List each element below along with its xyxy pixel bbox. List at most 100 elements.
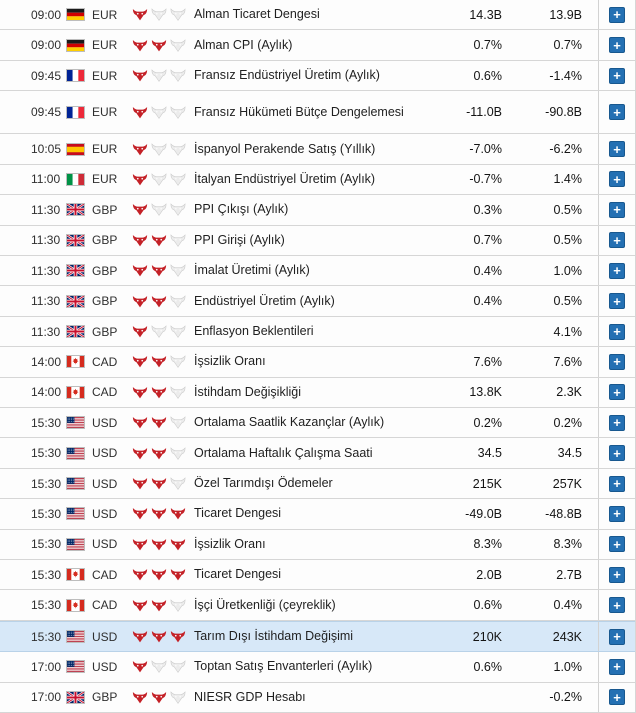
calendar-row[interactable]: 09:45 EUR Fransız Hükümeti Bütçe Dengelem…	[0, 91, 635, 135]
event-name[interactable]: İmalat Üretimi (Aylık)	[194, 263, 310, 278]
flag-france-icon	[66, 69, 92, 83]
calendar-row[interactable]: 17:00 GBP NIESR GDP Hesabı -0.2% +	[0, 682, 635, 713]
event-name[interactable]: Alman Ticaret Dengesi	[194, 7, 320, 22]
event-name[interactable]: İspanyol Perakende Satış (Yıllık)	[194, 141, 376, 156]
calendar-row[interactable]: 11:30 GBP İmalat Üretimi (Aylık) 0.4% 1.0% +	[0, 255, 635, 287]
add-event-button[interactable]: +	[609, 293, 625, 310]
add-event-button[interactable]: +	[609, 445, 625, 462]
calendar-row[interactable]: 15:30 USD Özel Tarımdışı Ödemeler 215K 257K…	[0, 468, 635, 500]
bull-active-icon	[151, 416, 167, 429]
currency-code: EUR	[92, 7, 118, 22]
actual-value: 34.5	[477, 446, 502, 461]
importance-bulls	[132, 598, 194, 612]
event-name[interactable]: Fransız Endüstriyel Üretim (Aylık)	[194, 68, 380, 83]
bull-inactive-icon	[151, 325, 167, 338]
add-event-button[interactable]: +	[609, 566, 625, 583]
event-name[interactable]: NIESR GDP Hesabı	[194, 689, 306, 704]
add-event-button[interactable]: +	[609, 201, 625, 218]
calendar-row[interactable]: 09:45 EUR Fransız Endüstriyel Üretim (Ayl…	[0, 60, 635, 92]
currency-code: EUR	[92, 142, 118, 157]
calendar-row[interactable]: 15:30 USD Ortalama Haftalık Çalışma Saati…	[0, 438, 635, 469]
previous-value: 243K	[552, 629, 582, 644]
event-name[interactable]: Alman CPI (Aylık)	[194, 37, 293, 52]
add-event-button[interactable]: +	[609, 232, 625, 249]
add-event-button[interactable]: +	[609, 536, 625, 553]
add-event-button[interactable]: +	[609, 353, 625, 370]
add-event-button[interactable]: +	[609, 505, 625, 522]
add-event-button[interactable]: +	[609, 475, 625, 492]
calendar-row[interactable]: 10:05 EUR İspanyol Perakende Satış (Yıllı…	[0, 134, 635, 165]
event-name[interactable]: Fransız Hükümeti Bütçe Dengelemesi	[194, 104, 404, 119]
bull-active-icon	[170, 568, 186, 581]
calendar-row[interactable]: 14:00 CAD İstihdam Değişikliği 13.8K 2.3K +	[0, 377, 635, 409]
actual-value: 0.6%	[473, 659, 503, 674]
calendar-row[interactable]: 17:00 USD Toptan Satış Envanterleri (Aylı…	[0, 652, 635, 683]
calendar-row[interactable]: 09:00 EUR Alman CPI (Aylık) 0.7% 0.7% +	[0, 30, 635, 61]
add-event-button[interactable]: +	[609, 104, 625, 121]
actual-value: 0.6%	[473, 68, 503, 83]
plus-cell: +	[598, 408, 635, 438]
add-event-button[interactable]: +	[609, 141, 625, 158]
calendar-row[interactable]: 09:00 EUR Alman Ticaret Dengesi 14.3B 13.9B…	[0, 0, 635, 31]
event-name[interactable]: Ticaret Dengesi	[194, 567, 282, 582]
calendar-row[interactable]: 11:30 GBP Enflasyon Beklentileri 4.1% +	[0, 316, 635, 348]
event-name[interactable]: PPI Girişi (Aylık)	[194, 232, 285, 247]
event-name[interactable]: Ortalama Haftalık Çalışma Saati	[194, 445, 373, 460]
calendar-row[interactable]: 15:30 USD Ortalama Saatlik Kazançlar (Ayl…	[0, 408, 635, 439]
event-time: 14:00	[31, 385, 62, 400]
calendar-row[interactable]: 15:30 USD Ticaret Dengesi -49.0B -48.8B +	[0, 499, 635, 530]
add-event-button[interactable]: +	[609, 6, 625, 23]
event-time: 15:30	[31, 567, 62, 582]
add-event-button[interactable]: +	[609, 262, 625, 279]
calendar-row[interactable]: 15:30 USD Tarım Dışı İstihdam Değişimi 210…	[0, 620, 635, 653]
event-time: 15:30	[31, 629, 62, 644]
event-name[interactable]: İşsizlik Oranı	[194, 354, 266, 369]
previous-value: 13.9B	[549, 7, 582, 22]
event-name[interactable]: Ticaret Dengesi	[194, 506, 282, 521]
calendar-row[interactable]: 15:30 USD İşsizlik Oranı 8.3% 8.3% +	[0, 529, 635, 561]
calendar-row[interactable]: 15:30 CAD İşçi Üretkenliği (çeyreklik) 0.6…	[0, 590, 635, 621]
event-name[interactable]: Özel Tarımdışı Ödemeler	[194, 476, 333, 491]
add-event-button[interactable]: +	[609, 37, 625, 54]
add-event-button[interactable]: +	[609, 171, 625, 188]
add-event-button[interactable]: +	[609, 67, 625, 84]
calendar-row[interactable]: 11:30 GBP Endüstriyel Üretim (Aylık) 0.4% 0…	[0, 286, 635, 317]
plus-cell: +	[598, 377, 635, 408]
event-name[interactable]: Ortalama Saatlik Kazançlar (Aylık)	[194, 415, 385, 430]
event-name[interactable]: İşçi Üretkenliği (çeyreklik)	[194, 597, 336, 612]
bull-active-icon	[132, 691, 148, 704]
currency-code: EUR	[92, 68, 118, 83]
event-name[interactable]: PPI Çıkışı (Aylık)	[194, 202, 289, 217]
event-name[interactable]: Tarım Dışı İstihdam Değişimi	[194, 629, 354, 644]
bull-active-icon	[132, 660, 148, 673]
bull-active-icon	[151, 630, 167, 643]
event-name[interactable]: Enflasyon Beklentileri	[194, 324, 314, 338]
flag-united-states-icon	[66, 660, 92, 674]
add-event-button[interactable]: +	[609, 628, 625, 645]
event-name[interactable]: Endüstriyel Üretim (Aylık)	[194, 293, 335, 308]
plus-cell: +	[598, 60, 635, 91]
bull-inactive-icon	[170, 325, 186, 338]
add-event-button[interactable]: +	[609, 689, 625, 706]
calendar-row[interactable]: 11:30 GBP PPI Girişi (Aylık) 0.7% 0.5% +	[0, 225, 635, 256]
calendar-row[interactable]: 14:00 CAD İşsizlik Oranı 7.6% 7.6% +	[0, 347, 635, 378]
add-event-button[interactable]: +	[609, 597, 625, 614]
calendar-row[interactable]: 11:00 EUR İtalyan Endüstriyel Üretim (Ayl…	[0, 164, 635, 196]
event-name[interactable]: Toptan Satış Envanterleri (Aylık)	[194, 659, 373, 674]
event-name[interactable]: İstihdam Değişikliği	[194, 384, 301, 399]
calendar-row[interactable]: 11:30 GBP PPI Çıkışı (Aylık) 0.3% 0.5% +	[0, 195, 635, 226]
bull-inactive-icon	[170, 234, 186, 247]
add-event-button[interactable]: +	[609, 323, 625, 340]
add-event-button[interactable]: +	[609, 414, 625, 431]
bull-inactive-icon	[170, 355, 186, 369]
calendar-row[interactable]: 15:30 CAD Ticaret Dengesi 2.0B 2.7B +	[0, 560, 635, 591]
add-event-button[interactable]: +	[609, 658, 625, 675]
plus-cell: +	[598, 499, 635, 529]
bull-inactive-icon	[170, 660, 186, 674]
flag-canada-icon	[66, 568, 92, 582]
event-name[interactable]: İşsizlik Oranı	[194, 536, 266, 551]
event-name[interactable]: İtalyan Endüstriyel Üretim (Aylık)	[194, 171, 376, 186]
currency-code: USD	[92, 415, 118, 430]
add-event-button[interactable]: +	[609, 384, 625, 401]
actual-value: 2.0B	[476, 567, 502, 582]
